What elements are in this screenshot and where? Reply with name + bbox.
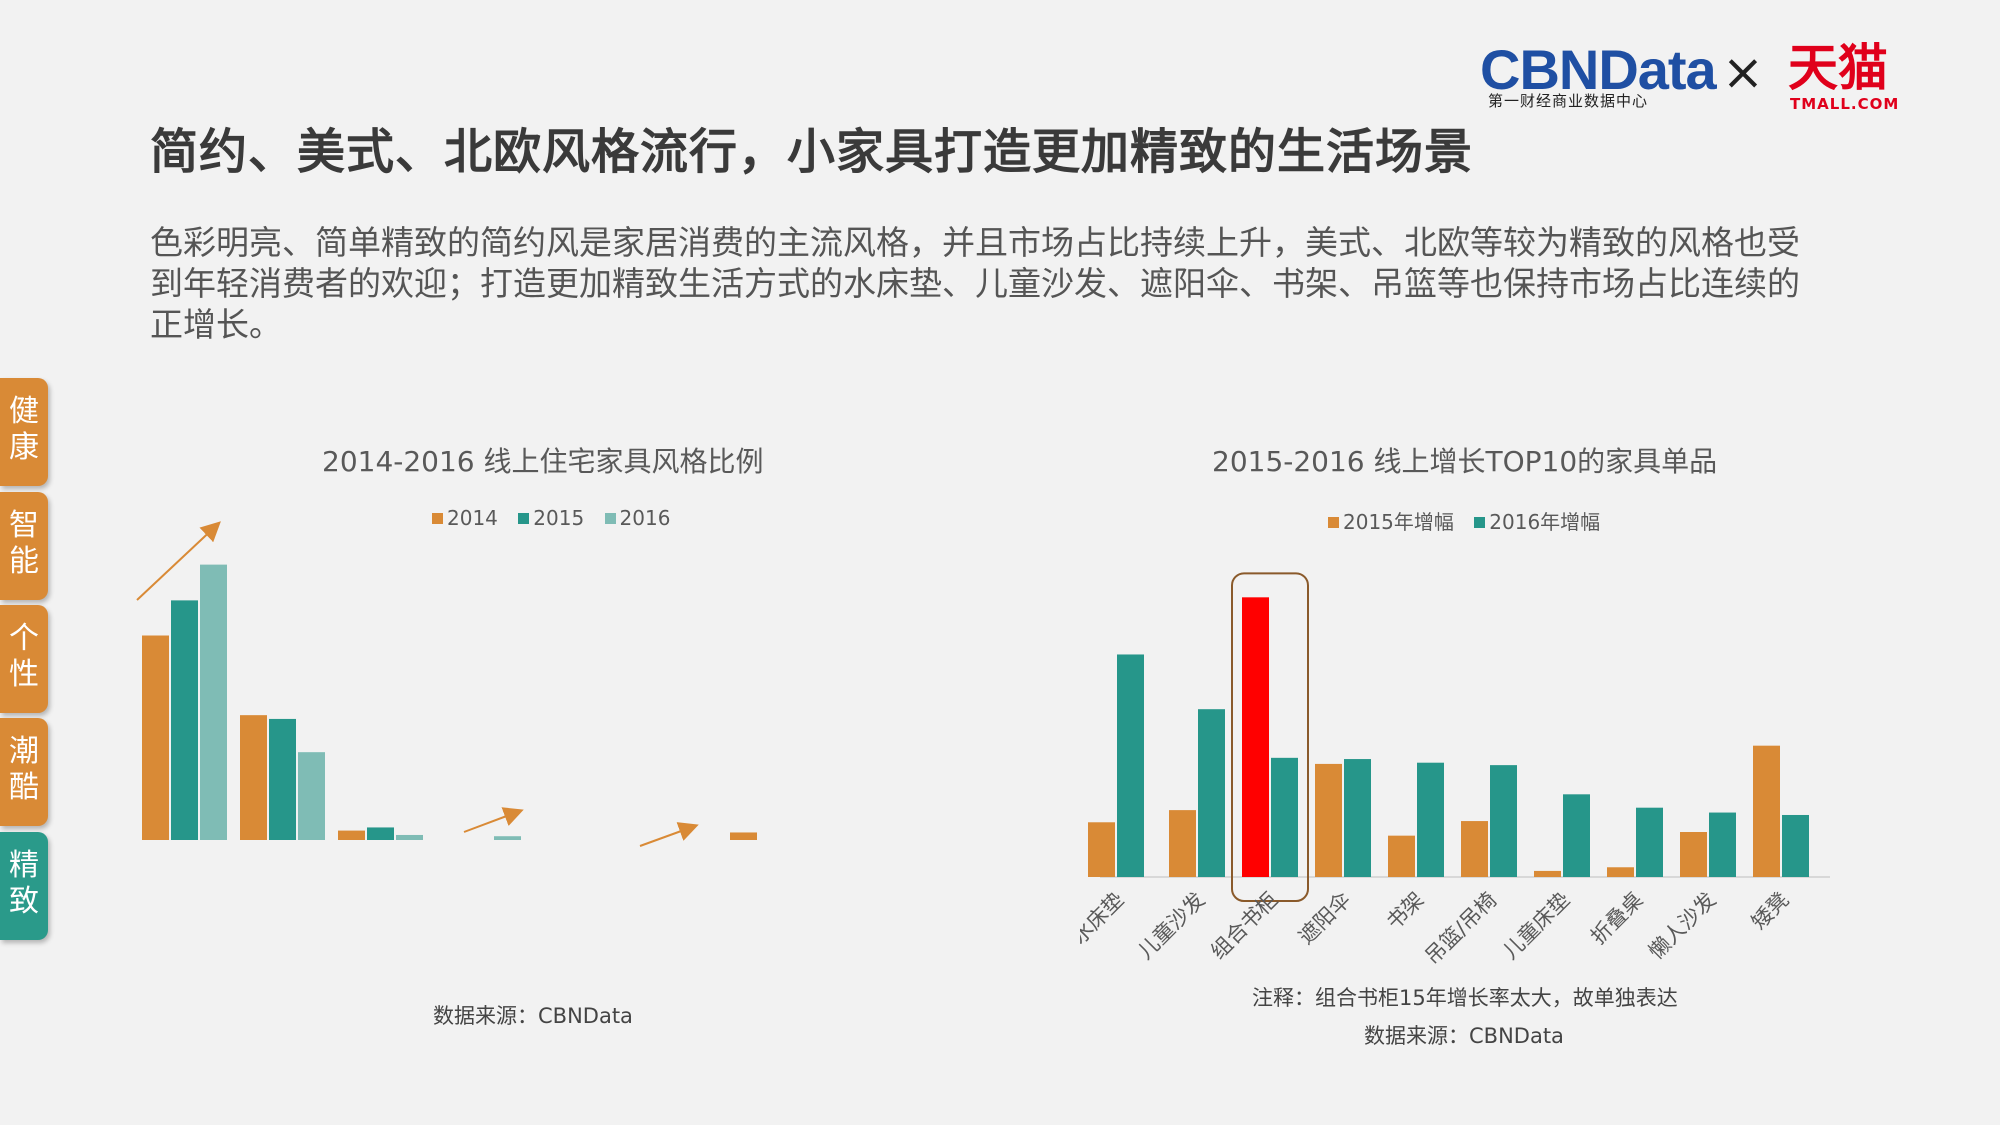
right-chart-source: 数据来源：CBNData — [1364, 1024, 1564, 1048]
bar-儿童床垫-2016年增幅 — [1563, 794, 1590, 877]
cbndata-logo: CBNData — [1480, 38, 1717, 101]
bar-水床垫-2015年增幅 — [1088, 822, 1115, 877]
side-tab-char: 康 — [9, 430, 39, 465]
bar-儿童床垫-2015年增幅 — [1534, 870, 1561, 877]
bar-吊篮/吊椅-2015年增幅 — [1461, 821, 1488, 877]
bar-书架-2015年增幅 — [1388, 835, 1415, 877]
legend-2016: 2016 — [619, 506, 671, 530]
legend-2014: 2014 — [447, 506, 498, 530]
highlight-frame — [1231, 572, 1309, 902]
bar-懒人沙发-2015年增幅 — [1680, 832, 1707, 877]
bar-矮凳-2016年增幅 — [1782, 814, 1809, 877]
legend-2015: 2015 — [533, 506, 585, 530]
page-description: 色彩明亮、简单精致的简约风是家居消费的主流风格，并且市场占比持续上升，美式、北欧… — [150, 223, 1800, 344]
side-tab-char: 潮 — [9, 734, 39, 769]
side-tab-3[interactable]: 个性 — [0, 605, 48, 713]
side-tab-char: 性 — [9, 657, 39, 692]
bar-遮阳伞-2015年增幅 — [1315, 763, 1342, 877]
right-chart-note: 注释：组合书柜15年增长率太大，故单独表达 — [1252, 986, 1678, 1010]
side-tab-char: 能 — [9, 544, 39, 579]
bar-简约-2015 — [171, 600, 198, 840]
bar-现代-2014 — [338, 830, 365, 840]
bar-现代-2015 — [367, 827, 394, 840]
bar-组合书柜-2015年增幅 — [1242, 597, 1269, 877]
side-tab-4[interactable]: 潮酷 — [0, 718, 48, 826]
legend-2016-growth: 2016年增幅 — [1489, 510, 1601, 534]
tmall-logo-subtitle: TMALL.COM — [1790, 95, 1900, 113]
side-tab-5[interactable]: 精致 — [0, 832, 48, 940]
side-tab-2[interactable]: 智能 — [0, 492, 48, 600]
side-tab-char: 健 — [9, 394, 39, 429]
x-tick-label: 儿童沙发 — [1133, 888, 1209, 964]
bar-儿童沙发-2015年增幅 — [1169, 810, 1196, 877]
logo-times-sign: × — [1722, 43, 1764, 101]
x-tick-label: 书架 — [1382, 888, 1429, 935]
side-tab-char: 智 — [9, 508, 39, 543]
bar-吊篮/吊椅-2016年增幅 — [1490, 765, 1517, 877]
bar-现代-2016 — [396, 834, 423, 840]
side-tab-1[interactable]: 健康 — [0, 378, 48, 486]
bar-宜家-2014 — [730, 832, 757, 840]
cbndata-logo-subtitle: 第一财经商业数据中心 — [1488, 92, 1649, 110]
side-tab-char: 致 — [9, 884, 39, 919]
bar-欧式-2014 — [240, 715, 267, 840]
right-chart-title: 2015-2016 线上增长TOP10的家具单品 — [1212, 445, 1718, 478]
bar-欧式-2016 — [298, 752, 325, 840]
bar-美式-2016 — [494, 836, 521, 840]
bar-水床垫-2016年增幅 — [1117, 654, 1144, 877]
x-tick-label: 儿童床垫 — [1498, 888, 1574, 964]
bar-折叠桌-2015年增幅 — [1607, 867, 1634, 877]
bar-懒人沙发-2016年增幅 — [1709, 812, 1736, 877]
left-bar-chart: 简约欧式现代美式中式北欧宜家古典明清 — [142, 564, 757, 840]
brand-logos: CBNData 第一财经商业数据中心 × 天猫 TMALL.COM — [1480, 40, 1900, 120]
side-tab-char: 酷 — [9, 770, 39, 805]
x-tick-label: 水床垫 — [1080, 888, 1129, 950]
bar-儿童沙发-2016年增幅 — [1198, 709, 1225, 877]
x-tick-label: 吊篮/吊椅 — [1420, 888, 1501, 969]
left-chart-title: 2014-2016 线上住宅家具风格比例 — [322, 445, 764, 478]
tmall-logo: 天猫 — [1788, 39, 1888, 97]
bar-折叠桌-2016年增幅 — [1636, 807, 1663, 877]
x-tick-label: 矮凳 — [1747, 888, 1794, 935]
page-title: 简约、美式、北欧风格流行，小家具打造更加精致的生活场景 — [150, 124, 1474, 180]
bar-欧式-2015 — [269, 718, 296, 840]
bar-简约-2016 — [200, 564, 227, 840]
bar-矮凳-2015年增幅 — [1753, 745, 1780, 877]
x-tick-label: 懒人沙发 — [1644, 888, 1720, 964]
left-chart-source: 数据来源：CBNData — [433, 1004, 633, 1028]
bar-简约-2014 — [142, 635, 169, 840]
x-tick-label: 遮阳伞 — [1294, 888, 1356, 950]
bar-组合书柜-2016年增幅 — [1271, 757, 1298, 877]
x-tick-label: 折叠桌 — [1586, 888, 1648, 950]
bar-书架-2016年增幅 — [1417, 762, 1444, 877]
bar-遮阳伞-2016年增幅 — [1344, 759, 1371, 877]
legend-2015-growth: 2015年增幅 — [1343, 510, 1454, 534]
side-tab-char: 精 — [9, 848, 39, 883]
left-chart-legend: 2014 2015 2016 — [432, 506, 684, 530]
logo-main: CBNData — [1480, 38, 1717, 101]
side-tab-char: 个 — [9, 621, 39, 656]
x-tick-label: 组合书柜 — [1206, 888, 1282, 964]
right-chart-legend: 2015年增幅 2016年增幅 — [1328, 506, 1614, 535]
